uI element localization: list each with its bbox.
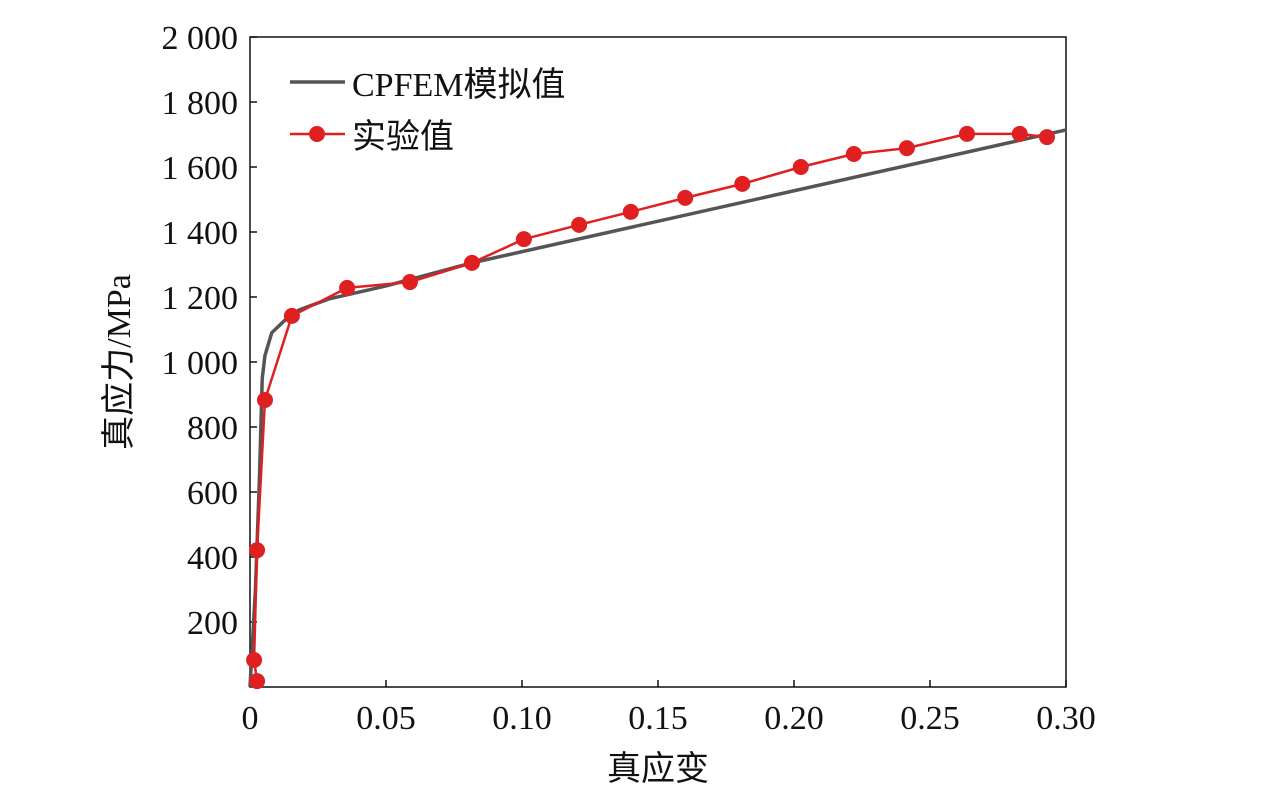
data-point-experiment <box>283 307 300 324</box>
data-point-experiment <box>515 231 532 248</box>
y-tick-label: 1 800 <box>162 85 239 122</box>
data-point-experiment <box>622 203 639 220</box>
legend-label-experiment: 实验值 <box>352 118 454 156</box>
data-point-experiment <box>677 189 694 206</box>
data-point-experiment <box>958 125 975 142</box>
data-point-experiment <box>249 673 266 690</box>
data-point-experiment <box>401 274 418 291</box>
y-tick-label: 800 <box>187 410 238 447</box>
x-tick-label: 0 <box>242 700 259 737</box>
data-point-experiment <box>898 140 915 157</box>
y-tick-label: 2 000 <box>162 20 239 57</box>
y-tick-label: 600 <box>187 475 238 512</box>
data-point-experiment <box>845 146 862 162</box>
x-tick-label: 0.30 <box>1036 700 1096 737</box>
data-point-experiment <box>463 254 480 271</box>
legend: CPFEM模拟值 实验值 <box>290 66 566 156</box>
x-tick-label: 0.15 <box>628 700 688 737</box>
x-tick-label: 0.25 <box>900 700 960 737</box>
x-axis-label: 真应变 <box>607 750 709 788</box>
y-axis-label: 真应力/MPa <box>100 274 138 450</box>
legend-label-simulation: CPFEM模拟值 <box>352 66 566 104</box>
x-tick-label: 0.20 <box>764 700 824 737</box>
y-tick-label: 200 <box>187 605 238 642</box>
x-tick-label: 0.10 <box>492 700 552 737</box>
data-point-experiment <box>571 216 588 233</box>
x-tick-label: 0.05 <box>356 700 416 737</box>
data-point-experiment <box>246 652 263 669</box>
data-point-experiment <box>256 392 273 409</box>
data-point-experiment <box>339 279 356 296</box>
y-tick-label: 1 400 <box>162 215 239 252</box>
y-tick-label: 1 600 <box>162 150 239 187</box>
series-line-experiment <box>252 132 1048 682</box>
y-tick-label: 400 <box>187 540 238 577</box>
data-point-experiment <box>734 175 751 192</box>
y-tick-label: 1 000 <box>162 345 239 382</box>
data-point-experiment <box>1038 129 1055 146</box>
series-line-simulation <box>248 128 1067 688</box>
legend-marker-experiment <box>309 126 325 142</box>
data-point-experiment <box>1011 125 1028 142</box>
y-tick-label: 1 200 <box>162 280 239 317</box>
data-point-experiment <box>792 159 809 175</box>
data-point-experiment <box>249 542 266 559</box>
